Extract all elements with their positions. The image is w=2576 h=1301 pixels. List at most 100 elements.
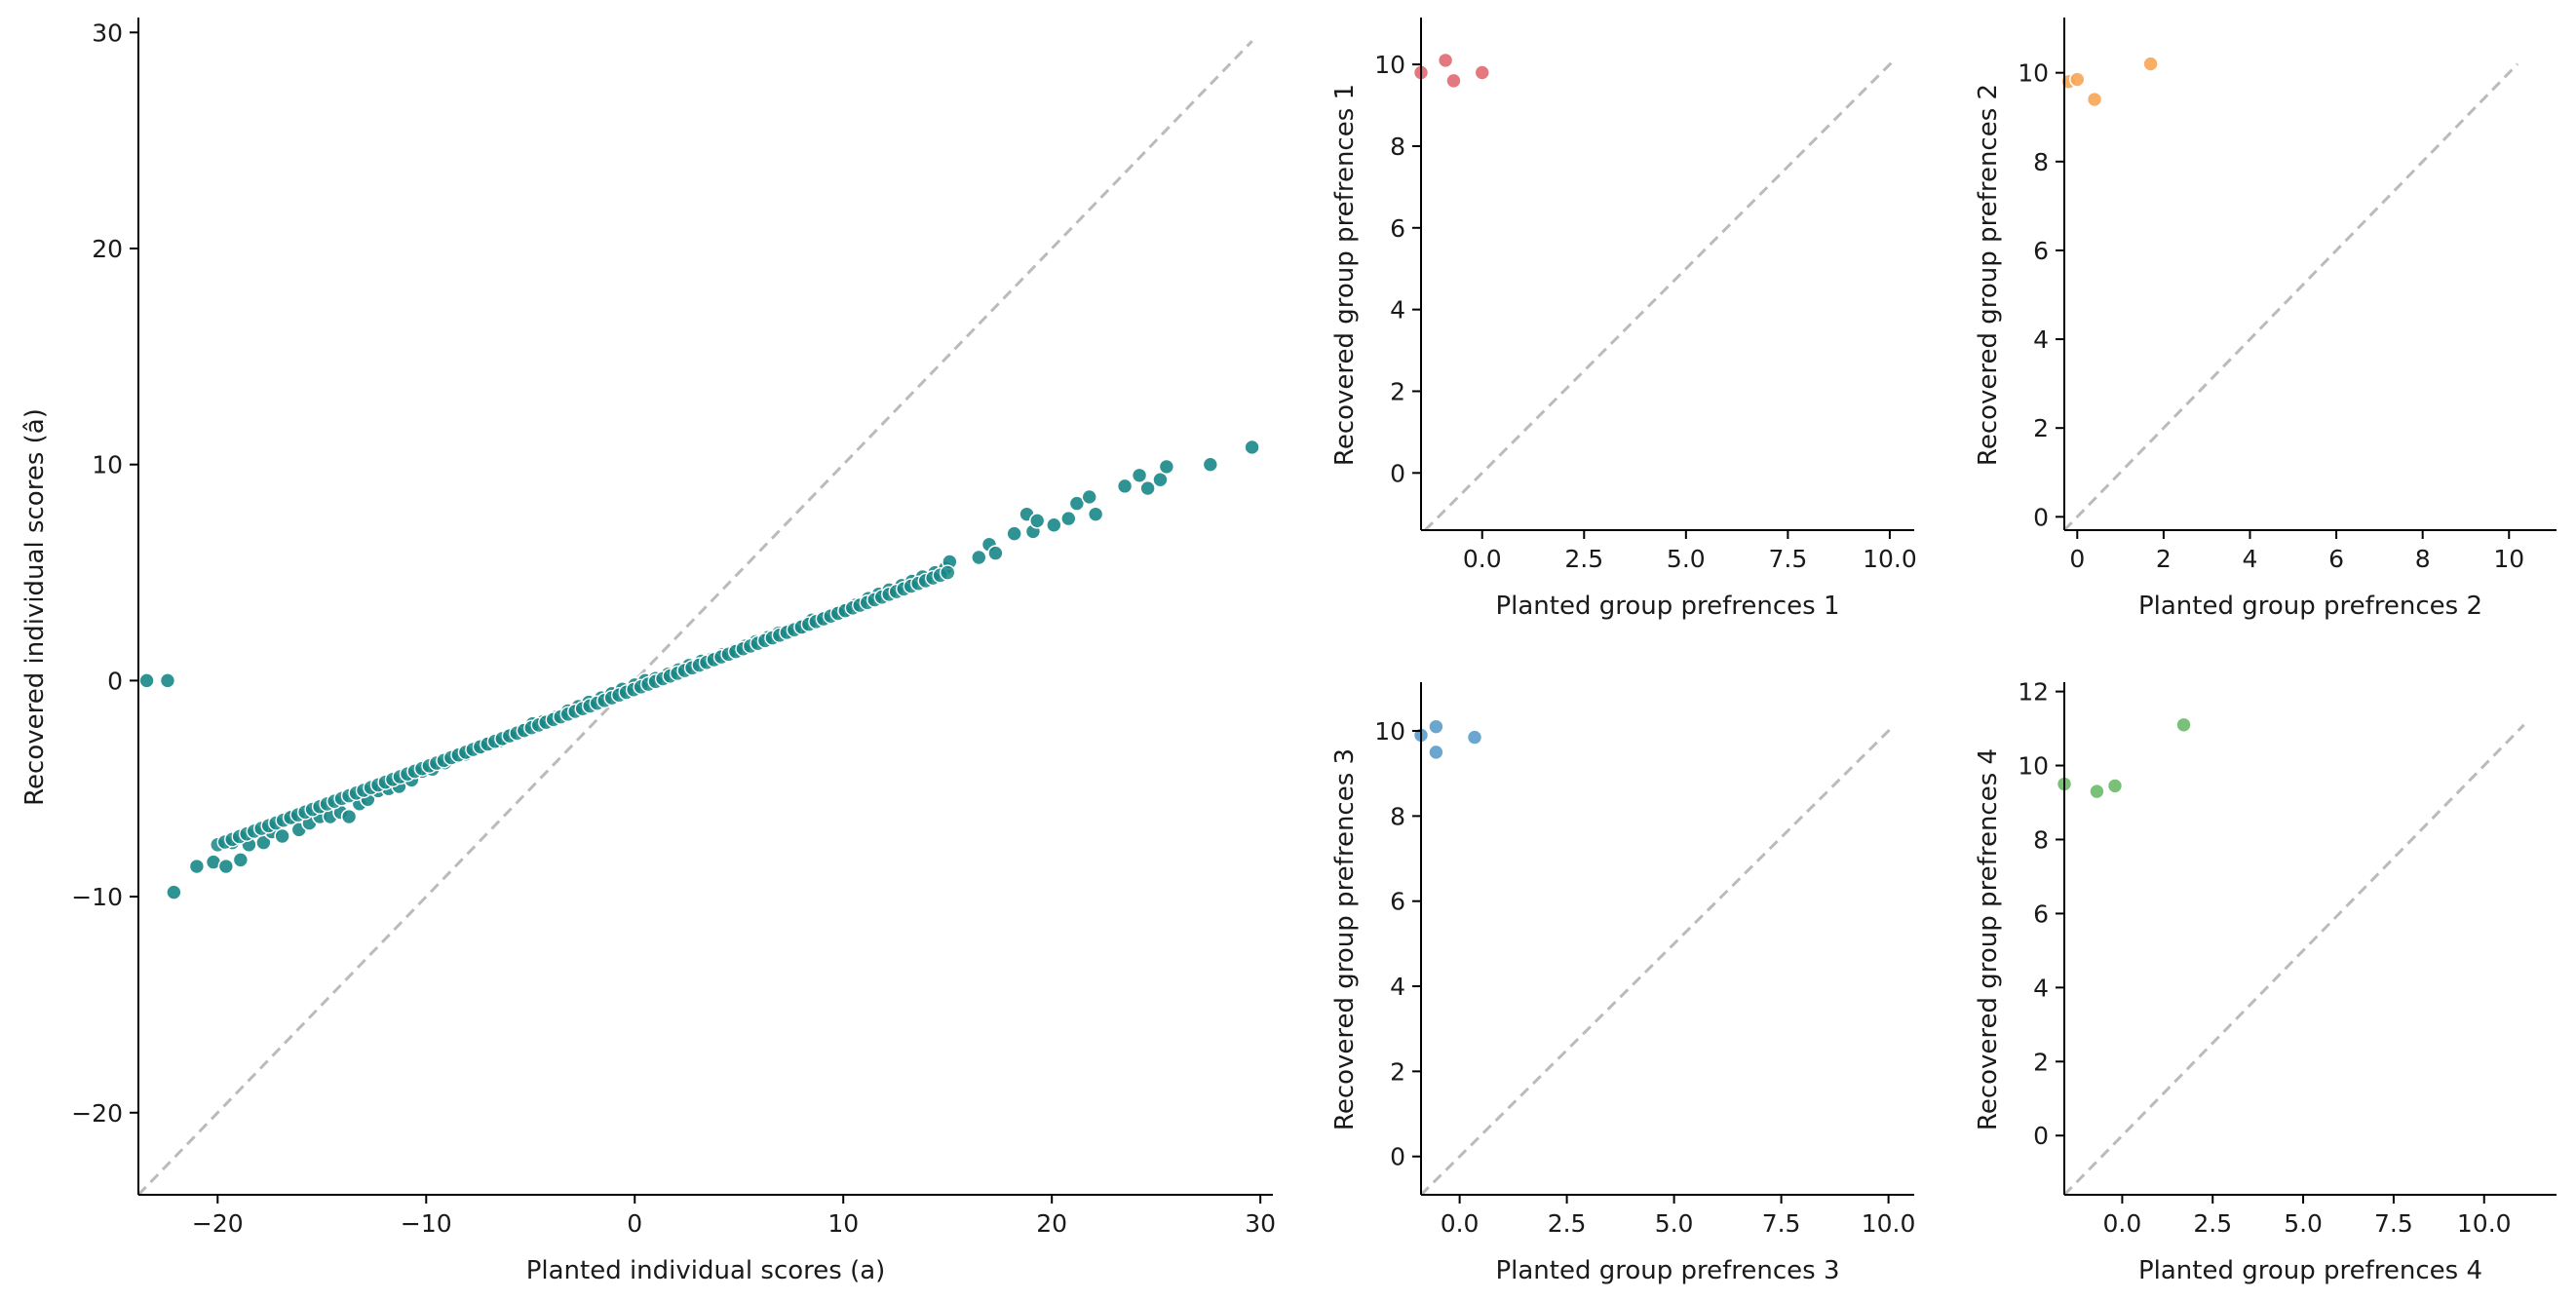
y-tick-label: 2 bbox=[1390, 377, 1405, 405]
scatter-point bbox=[1445, 72, 1462, 90]
scatter-point bbox=[1131, 467, 1148, 484]
x-tick-label: 0.0 bbox=[1463, 545, 1502, 573]
identity-line bbox=[2062, 723, 2525, 1197]
scatter-point bbox=[1087, 506, 1104, 522]
y-tick-label: 0 bbox=[1390, 1143, 1405, 1171]
x-tick-label: 2.5 bbox=[1548, 1209, 1587, 1238]
scatter-point bbox=[1060, 510, 1077, 527]
y-tick-label: 6 bbox=[2033, 237, 2049, 265]
scatter-point bbox=[1428, 718, 1444, 735]
y-tick-label: 0 bbox=[1390, 459, 1405, 487]
y-tick-label: −20 bbox=[71, 1099, 123, 1128]
y-tick-label: 4 bbox=[1390, 973, 1405, 1001]
y-tick-label: 4 bbox=[1390, 296, 1405, 325]
x-tick-label: −10 bbox=[401, 1209, 452, 1238]
x-tick-label: 7.5 bbox=[1762, 1209, 1801, 1238]
y-tick-label: 6 bbox=[1390, 214, 1405, 243]
x-tick-label: 2.5 bbox=[2193, 1209, 2232, 1238]
scatter-point bbox=[1139, 479, 1156, 497]
x-tick-label: 5.0 bbox=[2284, 1209, 2323, 1238]
identity-line bbox=[136, 40, 1253, 1197]
scatter-point bbox=[188, 858, 206, 875]
x-axis-label: Planted individual scores (a) bbox=[526, 1256, 886, 1285]
scatter-point bbox=[138, 672, 155, 689]
x-tick-label: 10 bbox=[827, 1209, 859, 1238]
y-axis-label: Recovered group prefrences 2 bbox=[1974, 84, 2003, 466]
y-tick-label: 10 bbox=[92, 451, 123, 479]
y-tick-label: 20 bbox=[92, 235, 123, 263]
scatter-point bbox=[1068, 495, 1086, 512]
y-tick-label: 2 bbox=[2033, 1048, 2049, 1076]
scatter-point bbox=[1116, 478, 1134, 495]
scatter-point bbox=[217, 858, 235, 875]
scatter-point bbox=[1046, 517, 1062, 534]
x-tick-label: 20 bbox=[1036, 1209, 1067, 1238]
x-axis-label: Planted group prefrences 2 bbox=[2138, 592, 2482, 621]
y-tick-label: 10 bbox=[2018, 59, 2049, 88]
x-tick-label: 30 bbox=[1245, 1209, 1276, 1238]
scatter-point bbox=[1466, 729, 1483, 746]
scatter-point bbox=[2106, 778, 2124, 794]
y-tick-label: −10 bbox=[71, 883, 123, 911]
x-tick-label: 2 bbox=[2156, 545, 2172, 573]
scatter-point bbox=[1202, 456, 1219, 473]
scatter-point bbox=[340, 808, 358, 825]
panel-group2: 0 2 4 6 8 10 0 2 4 6 8 10 Planted group prefrences 2… bbox=[1974, 18, 2557, 621]
scatter-point bbox=[1244, 439, 1260, 456]
scatter-point bbox=[1081, 488, 1098, 506]
y-tick-label: 30 bbox=[92, 19, 123, 47]
x-tick-label: 4 bbox=[2243, 545, 2258, 573]
scatter-point bbox=[1437, 52, 1454, 69]
y-tick-label: 10 bbox=[1374, 51, 1405, 79]
panel-group1: 0.0 2.5 5.0 7.5 10.0 0 2 4 6 8 10 Planted group pre… bbox=[1330, 18, 1917, 621]
x-tick-label: 7.5 bbox=[2374, 1209, 2413, 1238]
x-tick-label: 8 bbox=[2415, 545, 2431, 573]
x-tick-label: 0 bbox=[627, 1209, 642, 1238]
scatter-point bbox=[159, 672, 176, 689]
scatter-point bbox=[274, 827, 290, 845]
x-axis-label: Planted group prefrences 1 bbox=[1495, 592, 1839, 621]
scatter-point bbox=[2175, 716, 2192, 734]
scatter-point bbox=[232, 852, 250, 868]
x-tick-label: 0.0 bbox=[2103, 1209, 2142, 1238]
identity-line bbox=[2062, 62, 2519, 532]
y-tick-label: 10 bbox=[1374, 717, 1405, 746]
scatter-point bbox=[166, 884, 182, 900]
x-axis-label: Planted group prefrences 3 bbox=[1495, 1256, 1839, 1285]
y-tick-label: 8 bbox=[1390, 133, 1405, 161]
y-tick-label: 4 bbox=[2033, 974, 2049, 1002]
scatter-point bbox=[1428, 744, 1444, 761]
x-axis-label: Planted group prefrences 4 bbox=[2138, 1256, 2482, 1285]
x-tick-label: 10.0 bbox=[2457, 1209, 2512, 1238]
scatter-point bbox=[1028, 513, 1046, 529]
panel-main: −20 −10 0 10 20 30 −20 −10 0 10 20 30 Planted indivi… bbox=[20, 18, 1276, 1285]
scatter-point bbox=[2089, 783, 2105, 800]
y-tick-label: 0 bbox=[107, 667, 123, 695]
scatter-point bbox=[1152, 471, 1169, 488]
panel-group4: 0.0 2.5 5.0 7.5 10.0 0 2 4 6 8 10 12 Planted group p… bbox=[1974, 678, 2557, 1285]
y-tick-label: 10 bbox=[2018, 752, 2049, 781]
y-tick-label: 8 bbox=[2033, 148, 2049, 176]
y-tick-label: 2 bbox=[1390, 1057, 1405, 1086]
x-tick-label: 5.0 bbox=[1667, 545, 1706, 573]
y-axis-label: Recovered individual scores (â) bbox=[20, 408, 50, 806]
scatter-point bbox=[987, 545, 1004, 561]
x-tick-label: 10 bbox=[2493, 545, 2524, 573]
x-tick-label: 10.0 bbox=[1863, 545, 1917, 573]
scatter-point bbox=[1474, 64, 1491, 81]
scatter-point bbox=[2086, 91, 2103, 108]
x-tick-label: 7.5 bbox=[1768, 545, 1807, 573]
scatter-point bbox=[940, 564, 956, 581]
scatter-point bbox=[971, 549, 987, 566]
y-axis-label: Recovered group prefrences 3 bbox=[1330, 748, 1360, 1130]
y-tick-label: 0 bbox=[2033, 1122, 2049, 1150]
y-axis-label: Recovered group prefrences 1 bbox=[1330, 84, 1360, 466]
y-tick-label: 6 bbox=[2033, 899, 2049, 928]
x-tick-label: 0 bbox=[2069, 545, 2085, 573]
y-tick-label: 12 bbox=[2018, 678, 2049, 707]
y-tick-label: 4 bbox=[2033, 325, 2049, 354]
x-tick-label: 6 bbox=[2328, 545, 2344, 573]
y-tick-label: 0 bbox=[2033, 503, 2049, 531]
y-tick-label: 2 bbox=[2033, 414, 2049, 442]
